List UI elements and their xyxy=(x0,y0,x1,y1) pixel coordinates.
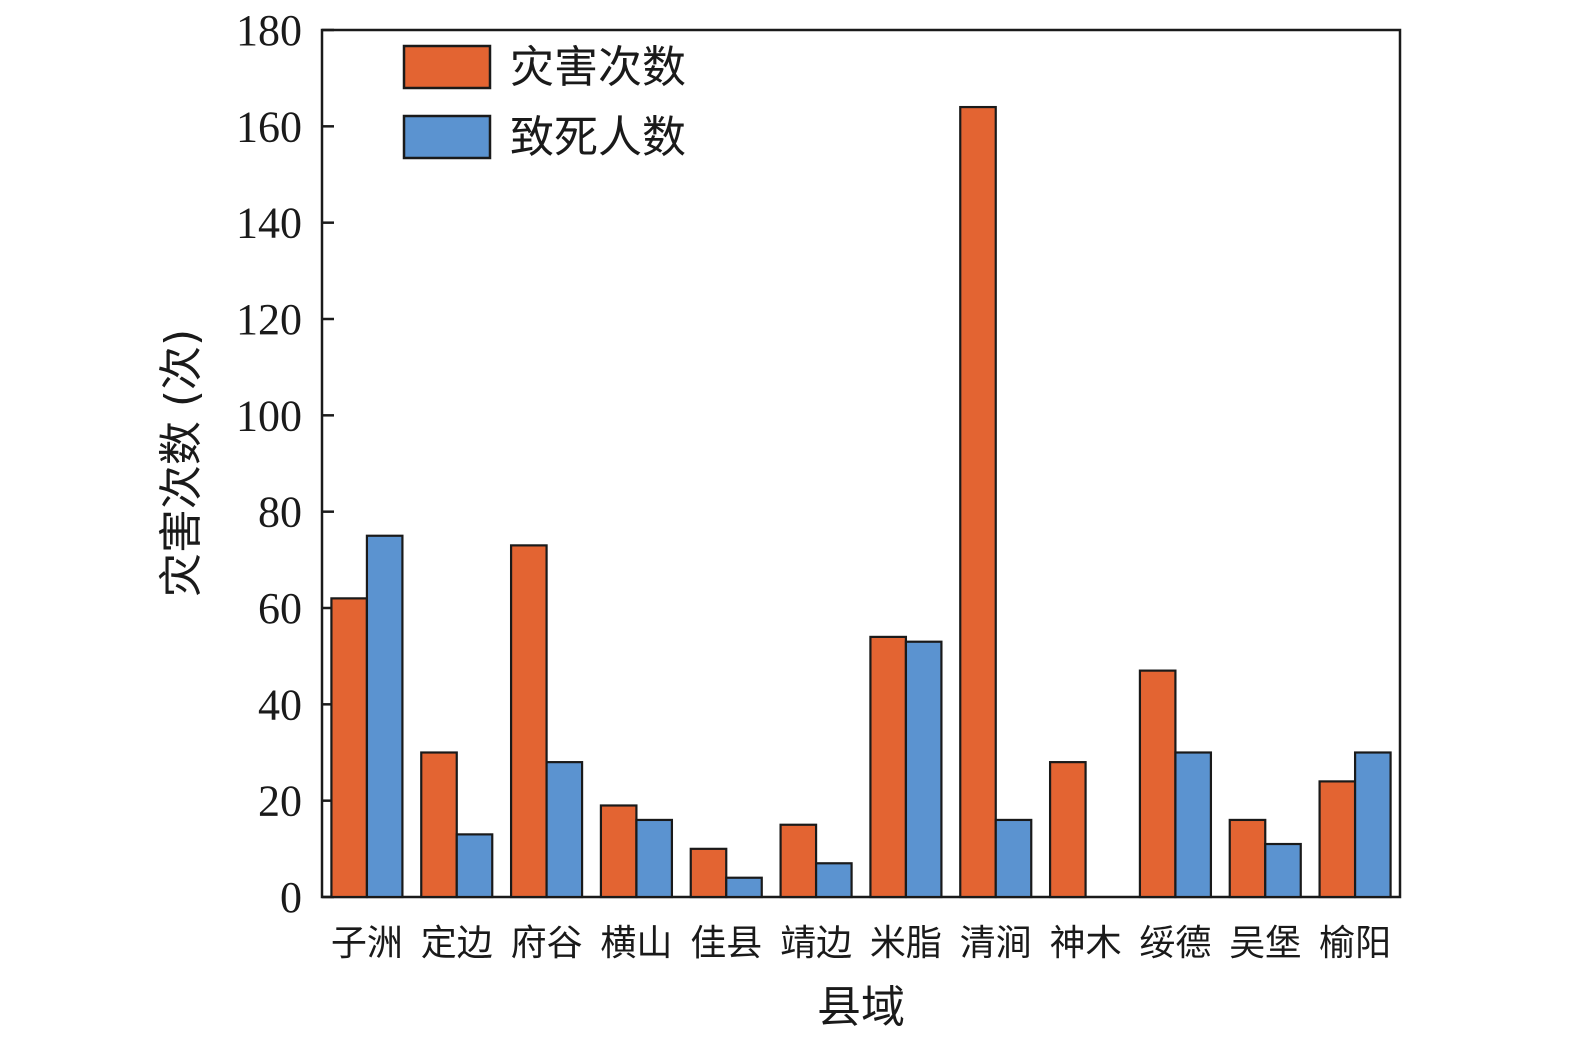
bar-disaster-count-7 xyxy=(959,105,997,899)
legend-label-death-count: 致死人数 xyxy=(510,112,686,163)
bar-disaster-count-3 xyxy=(599,804,638,899)
x-tick-label: 靖边 xyxy=(780,923,852,964)
y-tick-label: 40 xyxy=(258,680,302,729)
bar-disaster-count-8 xyxy=(1048,761,1087,899)
bar-disaster-count-10 xyxy=(1228,818,1267,899)
bar-disaster-count-5 xyxy=(779,823,818,899)
y-tick-label: 100 xyxy=(236,391,302,440)
y-axis-title: 灾害次数 (次) xyxy=(156,329,207,597)
bar-disaster-count-4 xyxy=(689,847,728,899)
x-tick-label: 绥德 xyxy=(1139,923,1211,964)
bar-death-count-7 xyxy=(994,818,1033,899)
y-tick-label: 80 xyxy=(258,488,302,537)
bar-disaster-count-9 xyxy=(1138,669,1177,899)
y-tick-label: 0 xyxy=(280,873,302,922)
x-tick-label: 佳县 xyxy=(690,923,762,964)
bar-disaster-count-0 xyxy=(330,597,369,899)
legend-label-disaster-count: 灾害次数 xyxy=(510,42,686,93)
legend: 灾害次数 致死人数 xyxy=(402,42,686,163)
bar-death-count-6 xyxy=(904,640,943,899)
bar-death-count-3 xyxy=(635,818,674,899)
plot-frame xyxy=(320,28,1402,899)
x-tick-label: 定边 xyxy=(421,923,493,964)
y-tick-label: 120 xyxy=(236,295,302,344)
bar-disaster-count-2 xyxy=(509,544,548,899)
x-tick-label: 神木 xyxy=(1050,923,1122,964)
x-tick-label: 清涧 xyxy=(960,923,1032,964)
x-tick-label: 横山 xyxy=(600,923,672,964)
bar-death-count-9 xyxy=(1174,751,1213,899)
x-axis: 子洲 定边 府谷 横山 佳县 靖边 米脂 清涧 神木 绥德 吴堡 榆阳 xyxy=(331,923,1391,964)
x-tick-label: 榆阳 xyxy=(1319,923,1391,964)
bars xyxy=(330,105,1392,899)
x-tick-label: 米脂 xyxy=(870,923,942,964)
y-tick-label: 180 xyxy=(236,6,302,55)
bar-disaster-count-6 xyxy=(869,635,908,899)
bar-death-count-0 xyxy=(365,534,404,899)
y-tick-label: 160 xyxy=(236,102,302,151)
bar-death-count-1 xyxy=(455,833,494,899)
bar-death-count-10 xyxy=(1264,842,1302,899)
y-tick-label: 60 xyxy=(258,584,302,633)
x-axis-title: 县域 xyxy=(817,982,905,1033)
bar-death-count-2 xyxy=(545,761,584,899)
x-tick-label: 府谷 xyxy=(511,923,583,964)
bar-disaster-count-11 xyxy=(1318,780,1357,899)
y-axis: 0 20 40 60 80 100 120 140 160 180 xyxy=(236,6,334,922)
y-tick-label: 20 xyxy=(258,777,302,826)
x-tick-label: 吴堡 xyxy=(1229,923,1301,964)
bar-disaster-count-1 xyxy=(420,751,458,899)
bar-death-count-4 xyxy=(725,876,763,899)
x-tick-label: 子洲 xyxy=(331,923,403,964)
legend-swatch-disaster-count xyxy=(402,44,492,90)
legend-swatch-death-count xyxy=(402,114,492,160)
bar-death-count-11 xyxy=(1353,751,1392,899)
bar-death-count-5 xyxy=(814,862,853,899)
y-tick-label: 140 xyxy=(236,199,302,248)
